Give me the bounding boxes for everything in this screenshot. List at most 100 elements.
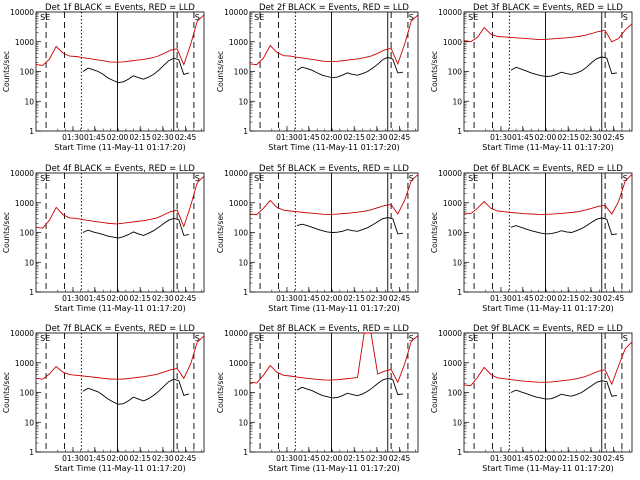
x-tick-label: 02:45 — [603, 133, 625, 142]
y-tick-label: 1000 — [15, 199, 34, 208]
x-axis-label: Start Time (11-May-11 01:17:20) — [268, 304, 399, 313]
y-axis-label: Counts/sec — [2, 51, 11, 92]
series-lld — [249, 174, 419, 216]
y-tick-label: 1 — [243, 127, 248, 136]
x-tick-label: 02:15 — [129, 294, 151, 303]
x-tick-label: 02:45 — [175, 294, 197, 303]
x-tick-label: 02:45 — [389, 294, 411, 303]
marker-e: E — [259, 174, 264, 183]
x-tick-label: 02:45 — [603, 454, 625, 463]
series-events — [296, 377, 403, 399]
y-tick-label: 100 — [234, 229, 249, 238]
x-tick-label: 02:45 — [389, 133, 411, 142]
y-tick-label: 1000 — [15, 359, 34, 368]
panel-title: Det 1f BLACK = Events, RED = LLD — [45, 3, 195, 13]
y-tick-label: 10000 — [438, 329, 462, 338]
x-tick-label: 01:45 — [298, 294, 320, 303]
marker-e: E — [473, 334, 478, 343]
marker-s: S — [195, 13, 200, 22]
plot-frame — [35, 172, 205, 293]
y-tick-label: 10000 — [224, 169, 248, 178]
y-tick-label: 10000 — [224, 8, 248, 17]
y-tick-label: 1000 — [443, 38, 462, 47]
plot-frame — [463, 11, 633, 132]
x-tick-label: 01:30 — [490, 294, 512, 303]
x-tick-label: 01:30 — [276, 133, 298, 142]
x-tick-label: 02:15 — [343, 454, 365, 463]
panel-title: Det 3f BLACK = Events, RED = LLD — [473, 3, 623, 13]
series-lld — [463, 341, 633, 387]
y-tick-label: 1000 — [443, 199, 462, 208]
y-tick-label: 1 — [243, 288, 248, 297]
y-tick-label: 1 — [243, 448, 248, 457]
panel-2: Det 2f BLACK = Events, RED = LLD 1 10 100 10… — [216, 3, 419, 152]
x-tick-label: 01:30 — [62, 133, 84, 142]
plot-frame — [463, 172, 633, 293]
x-tick-label: 01:45 — [512, 454, 534, 463]
x-axis-label: Start Time (11-May-11 01:17:20) — [54, 143, 185, 152]
x-tick-label: 02:30 — [152, 454, 174, 463]
x-tick-label: 02:15 — [557, 133, 579, 142]
marker-e: E — [45, 334, 50, 343]
y-tick-label: 10 — [452, 418, 462, 427]
x-tick-label: 01:45 — [512, 133, 534, 142]
panel-8: Det 8f BLACK = Events, RED = LLD 1 10 100 10… — [216, 324, 419, 473]
y-tick-label: 10000 — [10, 8, 34, 17]
y-tick-label: 100 — [20, 389, 35, 398]
y-tick-label: 1000 — [443, 359, 462, 368]
y-tick-label: 1 — [29, 288, 34, 297]
x-tick-label: 02:30 — [580, 133, 602, 142]
y-tick-label: 1 — [457, 127, 462, 136]
x-tick-label: 02:15 — [343, 294, 365, 303]
y-tick-label: 1000 — [229, 359, 248, 368]
x-tick-label: 02:15 — [343, 133, 365, 142]
x-tick-label: 02:00 — [321, 133, 343, 142]
x-axis-label: Start Time (11-May-11 01:17:20) — [54, 464, 185, 473]
marker-s: S — [254, 334, 259, 343]
x-tick-label: 02:00 — [107, 294, 129, 303]
x-tick-label: 02:00 — [535, 454, 557, 463]
y-tick-label: 1 — [29, 448, 34, 457]
panel-title: Det 4f BLACK = Events, RED = LLD — [45, 164, 195, 174]
x-tick-label: 02:15 — [129, 454, 151, 463]
x-tick-label: 02:45 — [389, 454, 411, 463]
series-events — [510, 56, 617, 77]
panel-9: Det 9f BLACK = Events, RED = LLD 1 10 100 10… — [430, 324, 633, 473]
panel-3: Det 3f BLACK = Events, RED = LLD 1 10 100 10… — [430, 3, 633, 152]
series-events — [82, 57, 190, 84]
x-tick-label: 02:30 — [366, 133, 388, 142]
marker-e: E — [45, 13, 50, 22]
marker-e: E — [45, 174, 50, 183]
x-tick-label: 02:30 — [152, 294, 174, 303]
y-tick-label: 10 — [452, 97, 462, 106]
x-axis-label: Start Time (11-May-11 01:17:20) — [482, 464, 613, 473]
marker-e: E — [259, 13, 264, 22]
y-tick-label: 10 — [452, 258, 462, 267]
y-tick-label: 100 — [20, 229, 35, 238]
x-tick-label: 01:30 — [276, 454, 298, 463]
marker-s: S — [623, 174, 628, 183]
x-tick-label: 02:30 — [580, 294, 602, 303]
marker-s: S — [468, 174, 473, 183]
plot-frame — [35, 11, 205, 132]
panel-4: Det 4f BLACK = Events, RED = LLD 1 10 100 10… — [2, 164, 205, 313]
series-events — [296, 217, 403, 235]
x-tick-label: 02:00 — [535, 133, 557, 142]
marker-s: S — [409, 13, 414, 22]
plot-frame — [249, 332, 419, 453]
panel-title: Det 9f BLACK = Events, RED = LLD — [473, 324, 623, 334]
x-tick-label: 01:45 — [512, 294, 534, 303]
y-tick-label: 10 — [24, 258, 34, 267]
y-tick-label: 10000 — [10, 169, 34, 178]
x-tick-label: 01:45 — [84, 294, 106, 303]
marker-s: S — [409, 174, 414, 183]
y-tick-label: 1 — [29, 127, 34, 136]
panel-title: Det 7f BLACK = Events, RED = LLD — [45, 324, 195, 334]
x-tick-label: 01:45 — [298, 133, 320, 142]
y-tick-label: 100 — [20, 68, 35, 77]
marker-s: S — [409, 334, 414, 343]
x-tick-label: 02:30 — [580, 454, 602, 463]
y-tick-label: 100 — [448, 389, 463, 398]
y-tick-label: 1000 — [15, 38, 34, 47]
panel-6: Det 6f BLACK = Events, RED = LLD 1 10 100 10… — [430, 164, 633, 313]
